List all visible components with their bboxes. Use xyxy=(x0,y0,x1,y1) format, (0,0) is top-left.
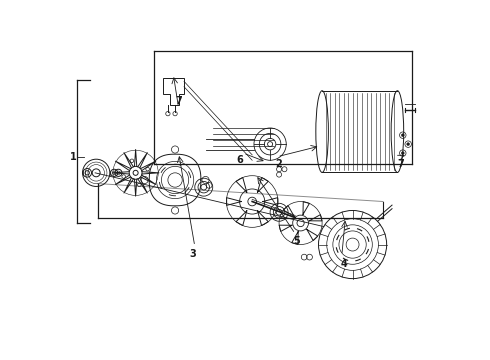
Circle shape xyxy=(401,134,404,136)
Text: 3: 3 xyxy=(190,248,196,258)
Text: 5: 5 xyxy=(294,236,300,246)
Text: 1: 1 xyxy=(70,152,76,162)
Text: 7: 7 xyxy=(397,159,404,169)
Circle shape xyxy=(407,143,410,145)
Text: 7: 7 xyxy=(175,96,182,106)
Text: 6: 6 xyxy=(236,155,243,165)
Text: 4: 4 xyxy=(340,259,347,269)
Circle shape xyxy=(401,152,404,154)
Text: 2: 2 xyxy=(276,159,282,169)
